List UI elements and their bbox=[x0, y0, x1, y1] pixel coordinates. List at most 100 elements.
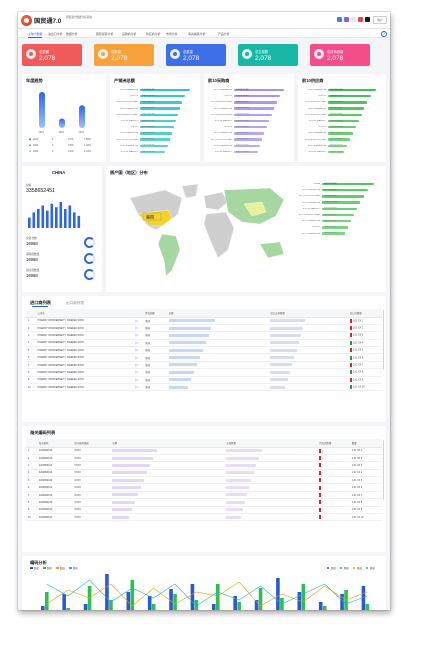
trade-header-cell[interactable]: 进口交易数量 bbox=[268, 309, 344, 318]
bar-list-row[interactable]: SOUTH INDUSTRIAL 1.00 XX 76.3% bbox=[110, 113, 178, 117]
flag-icon[interactable] bbox=[358, 17, 363, 22]
bar-list-row[interactable]: SOUTH INDUSTRIAL 1.00 XX 86.3% bbox=[204, 100, 277, 104]
trade-header-cell[interactable]: 公司名 bbox=[35, 309, 134, 318]
bar-list-row[interactable]: SOUTH AMERICA 1.00 XX 76.3% bbox=[298, 107, 365, 111]
trade-header-cell[interactable] bbox=[26, 309, 36, 318]
bar-list-row[interactable]: SOUTH AMERICA 1.00 XX 80.3% bbox=[204, 107, 274, 111]
table-row[interactable]: 5 4202890010 XXXX 1,01 XX 5 bbox=[26, 476, 382, 485]
message-icon[interactable] bbox=[344, 17, 349, 22]
table-row[interactable]: 3 HOERRY WONDERMETY, SWEDEN INVD ▷ 美国 1,01 X… bbox=[26, 331, 382, 340]
hs-header-cell[interactable]: 海关编码 bbox=[36, 439, 73, 448]
table-row[interactable]: 1 HOERRY WONDERMETY, SWEDEN INVD ▷ 美国 1,01 X… bbox=[26, 317, 382, 325]
trade-header-cell[interactable]: 进口总重量 bbox=[347, 309, 382, 318]
trade-header-cell[interactable] bbox=[264, 309, 269, 318]
play-icon[interactable]: ▷ bbox=[133, 324, 144, 333]
nav-item-1[interactable]: 全球大数据 bbox=[28, 31, 43, 36]
table-row[interactable]: 10 4202890010 XXXX 1,01 XX 10 bbox=[26, 513, 382, 522]
trade-header-cell[interactable]: 所在国家 bbox=[143, 309, 167, 318]
notification-icon[interactable] bbox=[337, 17, 342, 22]
hs-header-cell[interactable] bbox=[26, 439, 37, 448]
table-row[interactable]: 4 HOERRY WONDERMETY, SWEDEN INVD ▷ 美国 1,01 X… bbox=[26, 339, 382, 348]
bar-list-row[interactable]: SOUTH AMERICA 1.00 XX 74.3% bbox=[292, 201, 361, 205]
table-row[interactable]: 6 HOERRY WONDERMETY, SWEDEN INVD ▷ 美国 1,01 X… bbox=[26, 353, 382, 362]
bar-list-row[interactable]: SOUTH INDUSTRIAL 1.00 XX 46.3% bbox=[298, 138, 351, 142]
tab-importers[interactable]: 进口商列表 bbox=[30, 300, 51, 305]
bar-list-row[interactable]: SOUTH 1.00 XX 58.3% bbox=[298, 125, 356, 129]
bar-list-row[interactable]: SOUTH 1.00 XX 68.3% bbox=[110, 125, 174, 129]
bar-list-row[interactable]: SOUTH AMERICA 1.00 XX 90.3% bbox=[298, 88, 376, 92]
bar-list-row[interactable]: SOUTH 1.00 XX 90.3% bbox=[204, 94, 280, 98]
play-icon[interactable]: ▷ bbox=[133, 368, 144, 377]
table-row[interactable]: 7 4202890010 XXXX 1,01 XX 7 bbox=[26, 491, 382, 500]
nav-item-6[interactable]: 供应商分析 bbox=[146, 31, 161, 36]
table-row[interactable]: 3 4202890010 XXXX 1,01 XX 3 bbox=[26, 461, 382, 470]
bar-list-row[interactable]: SOUTH INDUSTRIAL 1.00 XX 84.3% bbox=[110, 100, 182, 104]
table-row[interactable]: 7 HOERRY WONDERMETY, SWEDEN INVD ▷ 美国 1,01 X… bbox=[26, 361, 382, 370]
bar-list-row[interactable]: CHINA 1.00 XX 90.3% bbox=[292, 182, 374, 186]
play-icon[interactable]: ▷ bbox=[133, 361, 144, 370]
table-row[interactable]: 6 4202890010 XXXX 1,01 XX 6 bbox=[26, 483, 382, 492]
play-icon[interactable]: ▷ bbox=[133, 353, 144, 362]
account-button[interactable]: 账户 bbox=[373, 16, 387, 24]
bar-list-row[interactable]: SOUTH MARKET 1.00 XX 72.3% bbox=[110, 119, 176, 123]
nav-item-9[interactable]: 产品分析 bbox=[218, 31, 230, 36]
table-row[interactable]: 2 4202890010 XXXX 1,01 XX 2 bbox=[26, 454, 382, 463]
hs-header-cell[interactable] bbox=[312, 439, 318, 448]
table-row[interactable]: 8 4202890010 XXXX 1,01 XX 8 bbox=[26, 498, 382, 507]
nav-item-3[interactable]: 数据分析 bbox=[66, 31, 78, 36]
nav-item-2[interactable]: 进出口分析 bbox=[48, 31, 63, 36]
hs-header-cell[interactable]: 重量 bbox=[349, 439, 382, 448]
table-row[interactable]: 2 HOERRY WONDERMETY, SWEDEN INVD ▷ 美国 1,01 X… bbox=[26, 324, 382, 333]
nav-item-4[interactable]: 国际贸易分析 bbox=[96, 31, 114, 36]
hs-header-cell[interactable]: 海关编码描述 bbox=[72, 439, 111, 448]
bar-list-row[interactable]: SOUTH AMERICA 1.00 XX 60.3% bbox=[204, 131, 264, 135]
stat-card-4[interactable]: 总交易数 2,078 bbox=[238, 44, 298, 66]
stat-card-1[interactable]: 总金额 2,078 bbox=[22, 44, 82, 66]
bar-list-row[interactable]: SOUTH MARKET 1.00 XX 70.3% bbox=[204, 119, 269, 123]
stat-card-2[interactable]: 总数量 2,078 bbox=[94, 44, 154, 66]
bar-list-row[interactable]: SOUTH AMERICA 1.00 XX 88.3% bbox=[292, 188, 368, 192]
table-row[interactable]: 1 4202890010 XXXX 1,01 XX 1 bbox=[26, 447, 382, 455]
play-icon[interactable]: ▷ bbox=[133, 346, 144, 355]
hs-header-cell[interactable]: 供应商数量 bbox=[317, 439, 350, 448]
bar-list-row[interactable]: SOUTH AMERICA 1.00 XX 80.3% bbox=[110, 107, 180, 111]
stat-card-3[interactable]: 总重量 2,078 bbox=[166, 44, 226, 66]
bar-list-row[interactable]: SOUTH AMERICA 1.00 XX 52.3% bbox=[204, 144, 260, 148]
trade-header-cell[interactable]: 总额 bbox=[166, 309, 265, 318]
help-icon[interactable]: ? bbox=[381, 30, 387, 37]
table-row[interactable]: 9 HOERRY WONDERMETY, SWEDEN INVD ▷ 美国 1,01 X… bbox=[26, 376, 382, 385]
trade-header-cell[interactable] bbox=[133, 309, 144, 318]
hs-header-cell[interactable]: 交易数量 bbox=[224, 439, 313, 448]
nav-item-5[interactable]: 采购商分析 bbox=[122, 31, 137, 36]
table-row[interactable]: 8 HOERRY WONDERMETY, SWEDEN INVD ▷ 美国 1,01 X… bbox=[26, 368, 382, 377]
bar-list-row[interactable]: SOUTH AMERICA 1.00 XX 90.3% bbox=[204, 88, 284, 92]
stat-card-5[interactable]: 供应商数量 2,078 bbox=[310, 44, 370, 66]
play-icon[interactable]: ▷ bbox=[133, 317, 144, 325]
table-row[interactable]: 9 4202890010 XXXX 1,01 XX 9 bbox=[26, 506, 382, 515]
bar-list-row[interactable]: SOUTH INDUSTRIAL 1.00 XX 60.3% bbox=[110, 138, 170, 142]
table-row[interactable]: 10 HOERRY WONDERMETY, SWEDEN INVD ▷ 美国 1,01 … bbox=[26, 383, 382, 392]
bar-list-row[interactable]: SOUTH AMERICA 1.00 XX 52.3% bbox=[298, 131, 353, 135]
bar-list-row[interactable]: SOUTH 1.00 XX 65.3% bbox=[204, 125, 267, 129]
bar-list-row[interactable]: SOUTH INDUSTRIAL 1.00 XX 82.3% bbox=[298, 100, 368, 104]
bar-list-row[interactable]: SOUTH AMERICA 1.00 XX 56.3% bbox=[110, 144, 168, 148]
bar-list-row[interactable]: SOUTH MARKET 1.00 XX 64.3% bbox=[298, 119, 359, 123]
user-icon[interactable] bbox=[365, 17, 370, 22]
hs-header-cell[interactable] bbox=[219, 439, 225, 448]
bar-list-row[interactable]: SOUTH INDUSTRIAL 1.00 XX 62.3% bbox=[292, 213, 355, 217]
bar-list-row[interactable]: SOUTH MARKET 1.00 XX 68.3% bbox=[292, 207, 358, 211]
bar-list-row[interactable]: SOUTH INDUSTRIAL 1.00 XX 56.3% bbox=[204, 138, 262, 142]
play-icon[interactable]: ▷ bbox=[133, 331, 144, 340]
bar-list-row[interactable]: SOUTH 1.00 XX 90.3% bbox=[298, 94, 372, 98]
bar-list-row[interactable]: SOUTH INDUSTRIAL 1.00 XX 80.3% bbox=[292, 194, 364, 198]
bar-list-row[interactable]: SOUTH MARKET 1.00 XX 34.3% bbox=[298, 150, 345, 154]
bar-list-row[interactable]: SOUTH MARKET 1.00 XX 50.3% bbox=[110, 150, 165, 154]
bar-list-row[interactable]: SOUTH AMERICA 1.00 XX 40.3% bbox=[298, 144, 348, 148]
bar-list-row[interactable]: SOUTH 1.00 XX 90.3% bbox=[110, 94, 185, 98]
table-row[interactable]: 5 HOERRY WONDERMETY, SWEDEN INVD ▷ 美国 1,01 X… bbox=[26, 346, 382, 355]
table-scrollbar[interactable] bbox=[382, 310, 384, 370]
hs-table-scrollbar[interactable] bbox=[382, 440, 384, 500]
hs-header-cell[interactable]: 总额 bbox=[110, 439, 220, 448]
play-icon[interactable]: ▷ bbox=[133, 339, 144, 348]
bar-list-row[interactable]: SOUTH AMERICA 1.00 XX 90.3% bbox=[110, 88, 190, 92]
